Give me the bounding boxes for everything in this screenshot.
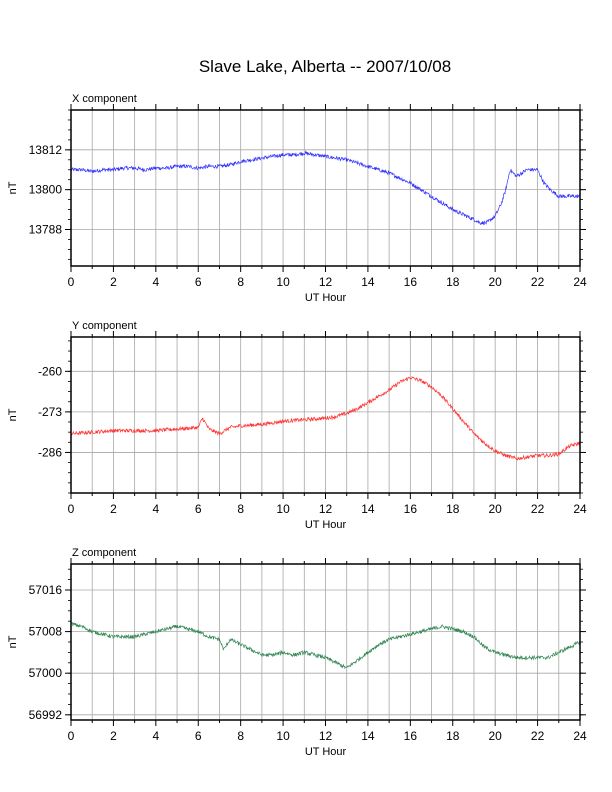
x-tick-label: 4	[152, 275, 159, 289]
x-tick-label: 10	[276, 729, 290, 743]
series-line	[70, 150, 581, 226]
y-axis-label: nT	[7, 408, 19, 421]
x-tick-label: 24	[573, 729, 587, 743]
y-axis-label: nT	[7, 181, 19, 194]
panel-title: X component	[72, 93, 137, 105]
y-tick-label: 13800	[29, 183, 63, 197]
y-tick-label: 13812	[29, 143, 63, 157]
x-tick-label: 8	[237, 275, 244, 289]
x-tick-label: 12	[319, 275, 333, 289]
x-tick-label: 18	[446, 275, 460, 289]
x-tick-label: 10	[276, 502, 290, 516]
y-tick-label: 56992	[29, 708, 63, 722]
y-axis-label: nT	[7, 635, 19, 648]
x-tick-label: 2	[110, 275, 117, 289]
x-tick-label: 24	[573, 275, 587, 289]
x-tick-label: 10	[276, 275, 290, 289]
x-axis-label: UT Hour	[305, 292, 347, 304]
x-tick-label: 8	[237, 502, 244, 516]
x-tick-label: 18	[446, 502, 460, 516]
x-tick-label: 6	[195, 275, 202, 289]
x-tick-label: 14	[361, 275, 375, 289]
y-tick-label: -273	[38, 405, 62, 419]
x-tick-label: 4	[152, 502, 159, 516]
y-tick-label: 57008	[29, 625, 63, 639]
y-tick-label: -286	[38, 445, 62, 459]
x-axis-label: UT Hour	[305, 746, 347, 758]
series-line	[70, 376, 581, 461]
x-tick-label: 22	[531, 275, 545, 289]
x-tick-label: 18	[446, 729, 460, 743]
x-tick-label: 6	[195, 502, 202, 516]
panel-3: 0 2 4 6 8 10 12 14 16 18 20 22 245699257000570085701…	[7, 547, 587, 758]
x-tick-label: 24	[573, 502, 587, 516]
x-tick-label: 12	[319, 729, 333, 743]
x-tick-label: 22	[531, 729, 545, 743]
x-tick-label: 4	[152, 729, 159, 743]
series-line	[70, 621, 581, 670]
x-tick-label: 14	[361, 729, 375, 743]
x-tick-label: 8	[237, 729, 244, 743]
x-tick-label: 0	[68, 275, 75, 289]
x-tick-label: 22	[531, 502, 545, 516]
x-tick-label: 6	[195, 729, 202, 743]
x-tick-label: 2	[110, 729, 117, 743]
x-tick-label: 0	[68, 502, 75, 516]
x-tick-label: 20	[488, 729, 502, 743]
y-tick-label: 57016	[29, 583, 63, 597]
x-tick-label: 2	[110, 502, 117, 516]
x-tick-label: 16	[404, 275, 418, 289]
x-tick-label: 14	[361, 502, 375, 516]
x-tick-label: 16	[404, 729, 418, 743]
panel-title: Y component	[72, 320, 137, 332]
x-tick-label: 0	[68, 729, 75, 743]
panel-title: Z component	[72, 547, 136, 559]
x-tick-label: 20	[488, 275, 502, 289]
y-tick-label: 57000	[29, 666, 63, 680]
y-tick-label: -260	[38, 364, 62, 378]
x-tick-label: 20	[488, 502, 502, 516]
x-tick-label: 16	[404, 502, 418, 516]
page-title: Slave Lake, Alberta -- 2007/10/08	[198, 57, 452, 76]
x-tick-label: 12	[319, 502, 333, 516]
y-tick-label: 13788	[29, 222, 63, 236]
x-axis-label: UT Hour	[305, 519, 347, 531]
